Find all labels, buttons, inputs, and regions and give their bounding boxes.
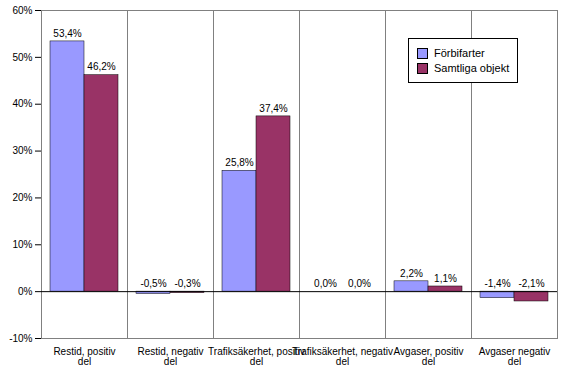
- svg-text:Avgaser negativdel: Avgaser negativdel: [479, 346, 551, 367]
- svg-text:60%: 60%: [12, 5, 32, 16]
- svg-text:53,4%: 53,4%: [53, 28, 81, 39]
- svg-text:-2,1%: -2,1%: [518, 278, 544, 289]
- svg-text:10%: 10%: [12, 239, 32, 250]
- svg-text:20%: 20%: [12, 192, 32, 203]
- svg-text:-0,3%: -0,3%: [174, 278, 200, 289]
- svg-text:50%: 50%: [12, 52, 32, 63]
- svg-text:25,8%: 25,8%: [225, 157, 253, 168]
- svg-text:37,4%: 37,4%: [259, 103, 287, 114]
- html-text:Samtliga objekt: Samtliga objekt: [434, 62, 510, 74]
- svg-text:-0,5%: -0,5%: [140, 278, 166, 289]
- svg-text:Trafiksäkerhet, positivdel: Trafiksäkerhet, positivdel: [208, 346, 305, 367]
- svg-text:-10%: -10%: [9, 333, 32, 344]
- svg-text:Restid, positivdel: Restid, positivdel: [53, 346, 115, 367]
- svg-text:0,0%: 0,0%: [348, 278, 371, 289]
- svg-text:Trafiksäkerhet, negativdel: Trafiksäkerhet, negativdel: [292, 346, 393, 367]
- html-text:Förbifarter: Förbifarter: [434, 47, 485, 59]
- svg-text:Avgaser, positivdel: Avgaser, positivdel: [394, 346, 464, 367]
- svg-text:0,0%: 0,0%: [314, 278, 337, 289]
- svg-text:2,2%: 2,2%: [400, 268, 423, 279]
- svg-text:0%: 0%: [18, 286, 33, 297]
- svg-text:Restid, negativdel: Restid, negativdel: [137, 346, 203, 367]
- svg-text:30%: 30%: [12, 145, 32, 156]
- svg-text:40%: 40%: [12, 98, 32, 109]
- svg-text:-1,4%: -1,4%: [484, 278, 510, 289]
- svg-text:1,1%: 1,1%: [434, 273, 457, 284]
- svg-text:46,2%: 46,2%: [87, 61, 115, 72]
